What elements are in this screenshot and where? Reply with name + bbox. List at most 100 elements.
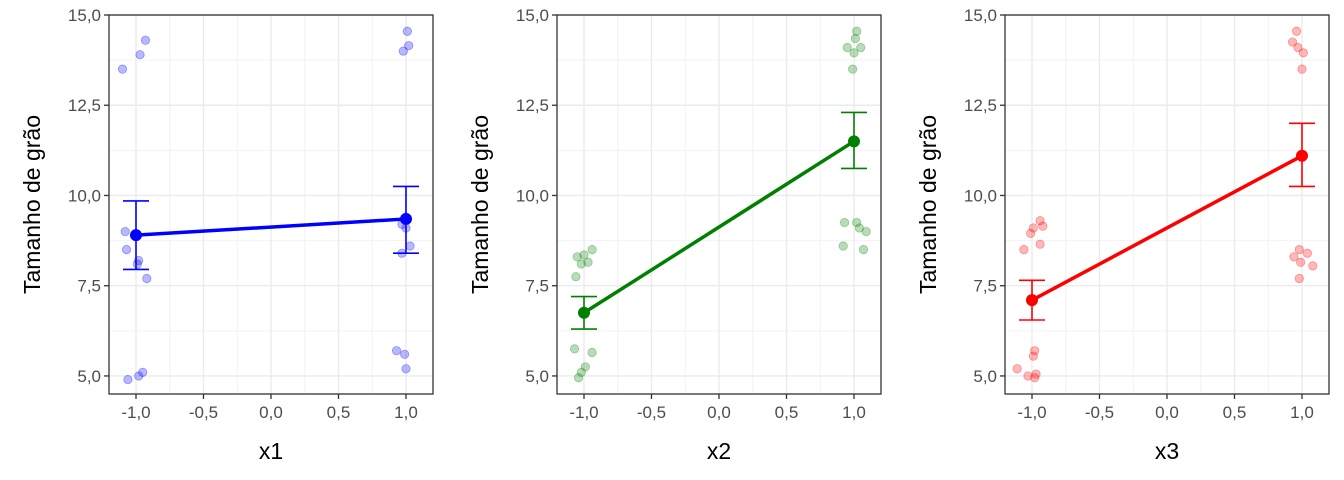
x-tick-label: 0,5 [327,403,351,422]
data-point [1019,245,1029,255]
data-point [1294,273,1304,284]
data-point [854,223,865,233]
data-point [138,367,148,377]
data-point [572,252,582,262]
data-point [140,35,151,45]
data-point [404,41,414,51]
data-point [838,241,848,251]
chart-panel-3: -1,0 -0,5 0,0 0,5 1,0 5,0 7,5 10,0 12,5 15,0 x3 Tam… [915,6,1330,464]
data-point [848,64,858,74]
data-point [587,347,597,358]
data-point [120,226,130,237]
data-point [852,217,862,228]
data-point [1292,26,1302,36]
x-tick-label: 1,0 [842,403,866,422]
x-tick-label: 0,5 [1223,403,1247,422]
chart-panel-1: -1,0 -0,5 0,0 0,5 1,0 5,0 7,5 10,0 12,5 15,0 x1 Tam… [19,6,434,464]
data-point [142,273,152,284]
x-tick-label: 0,0 [707,403,731,422]
x-tick-label: -0,5 [189,403,218,422]
data-point [1023,371,1033,381]
y-tick-label: 15,0 [68,6,101,25]
y-tick-label: 10,0 [68,186,101,205]
x-tick-label: 0,0 [259,403,283,422]
x-tick-label: 1,0 [1290,403,1314,422]
data-point [405,241,415,251]
y-tick-label: 7,5 [77,277,101,296]
data-point [1030,346,1040,356]
data-point [134,371,144,381]
data-point [858,245,869,255]
x-axis-title: x3 [1155,438,1179,464]
x-tick-label: -1,0 [121,403,150,422]
data-point [580,362,590,372]
mean-point [130,229,142,242]
data-point [579,250,589,260]
x-tick-label: -1,0 [569,403,598,422]
y-tick-label: 5,0 [973,367,997,386]
y-tick-label: 12,5 [964,96,997,115]
data-point [573,373,584,383]
x-axis-title: x1 [259,438,283,464]
data-point [576,259,586,269]
data-point [1026,228,1036,238]
data-point [401,364,411,374]
data-point [132,259,142,269]
mean-point [578,306,590,319]
data-point [121,245,132,255]
y-tick-label: 10,0 [516,186,549,205]
data-point [123,374,133,385]
x-axis-title: x2 [707,438,731,464]
mean-point [400,212,412,225]
mean-point [1296,149,1308,162]
mean-line [583,139,855,315]
data-point [1012,364,1022,374]
data-point [569,344,580,354]
x-tick-label: 0,5 [775,403,799,422]
data-point [1028,223,1038,233]
data-point [402,26,412,36]
data-point [1287,37,1298,47]
mean-line [1031,154,1303,302]
data-point [1297,64,1307,74]
y-tick-label: 15,0 [516,6,549,25]
y-axis-title: Tamanho de grão [915,115,941,294]
chart-panel-2: -1,0 -0,5 0,0 0,5 1,0 5,0 7,5 10,0 12,5 15,0 x2 Tam… [467,6,882,464]
data-point [861,226,871,237]
x-tick-label: 0,0 [1155,403,1179,422]
mean-point [848,135,860,148]
data-point [1031,369,1041,379]
data-point [842,42,852,53]
data-point [849,48,859,58]
data-point [587,245,597,255]
data-point [1035,239,1045,249]
x-tick-label: -1,0 [1017,403,1046,422]
x-tick-label: 1,0 [394,403,418,422]
data-point [391,346,402,356]
y-tick-label: 5,0 [525,367,549,386]
data-point [583,257,593,267]
data-point [576,367,586,377]
data-point [398,46,408,56]
data-point [1302,248,1313,258]
data-point [400,349,410,359]
data-point [117,64,128,74]
y-tick-label: 15,0 [964,6,997,25]
data-point [1030,373,1040,383]
y-tick-label: 12,5 [516,96,549,115]
y-axis-title: Tamanho de grão [19,115,45,294]
data-point [1293,42,1303,53]
data-point [1308,261,1318,271]
mean-line [135,217,407,237]
y-tick-label: 7,5 [525,277,549,296]
data-point [1038,221,1048,231]
mean-point [1026,294,1038,307]
y-tick-label: 12,5 [68,96,101,115]
data-point [1294,245,1304,255]
x-tick-label: -0,5 [1085,403,1114,422]
data-point [135,50,145,60]
data-point [1028,351,1038,361]
data-point [856,42,866,53]
data-point [1289,252,1299,262]
